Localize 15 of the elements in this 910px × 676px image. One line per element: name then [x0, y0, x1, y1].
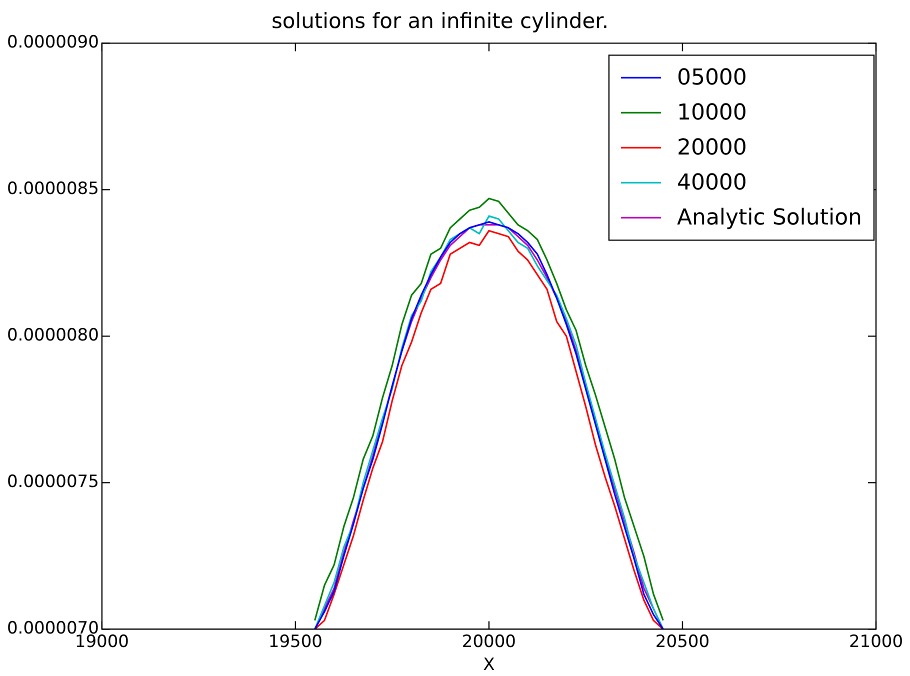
legend-label: 20000: [676, 135, 747, 160]
y-tick-label: 0.0000090: [6, 32, 99, 53]
chart-title: solutions for an infinite cylinder.: [271, 9, 609, 34]
legend-label: Analytic Solution: [676, 205, 862, 230]
x-tick-label: 20500: [655, 632, 710, 652]
y-tick-label: 0.0000080: [6, 326, 99, 346]
legend-label: 40000: [676, 170, 747, 196]
y-tick-label: 0.0000085: [6, 179, 99, 200]
x-tick-label: 19500: [268, 632, 322, 652]
x-tick-label: 21000: [848, 632, 904, 652]
legend-label: 10000: [676, 100, 747, 126]
x-tick-label: 20000: [462, 632, 516, 652]
x-axis-title: X: [483, 655, 496, 676]
y-tick-label: 0.0000075: [6, 472, 99, 492]
legend-label: 05000: [676, 65, 747, 90]
